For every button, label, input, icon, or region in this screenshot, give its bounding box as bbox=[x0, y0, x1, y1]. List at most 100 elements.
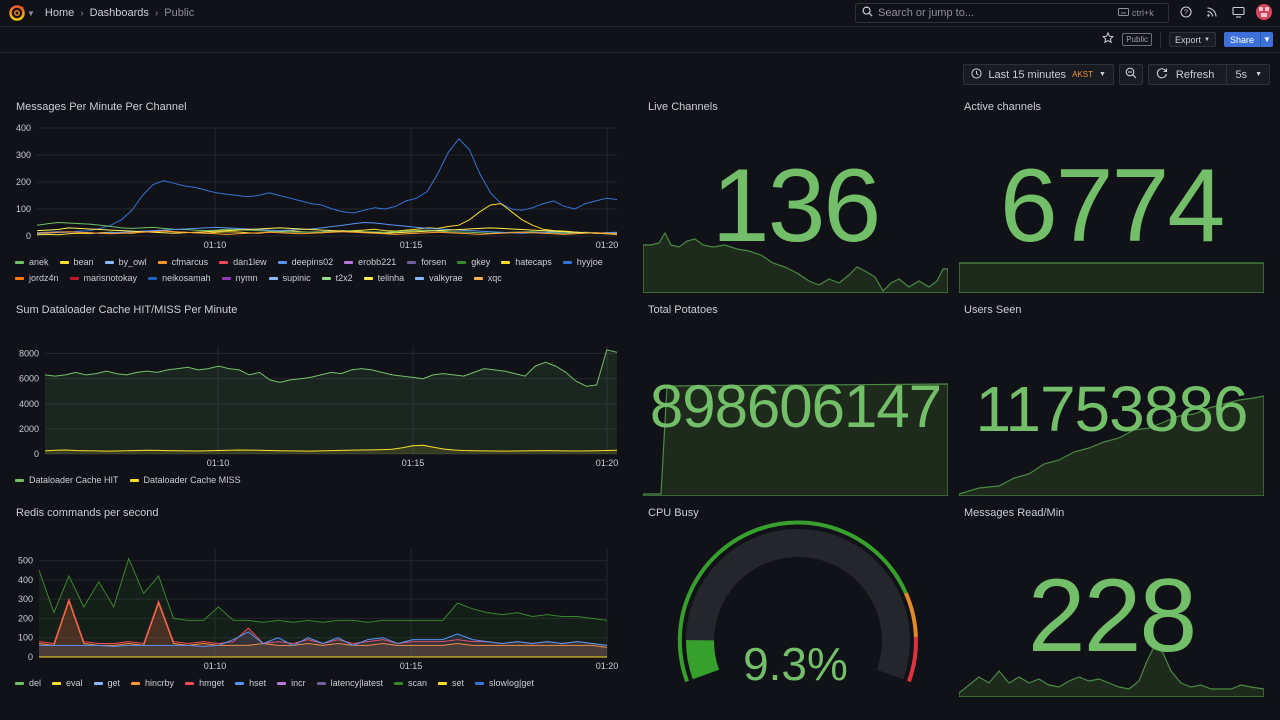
toolbar-divider bbox=[1160, 31, 1161, 48]
rss-news-icon[interactable] bbox=[1204, 4, 1220, 20]
gauge-value: 9.3% bbox=[743, 638, 848, 690]
refresh-divider bbox=[1226, 65, 1228, 84]
legend-item[interactable]: Dataloader Cache MISS bbox=[129, 472, 241, 488]
user-avatar[interactable] bbox=[1256, 4, 1272, 20]
legend-item[interactable]: jordz4n bbox=[15, 270, 59, 286]
panel-title: Live Channels bbox=[648, 101, 718, 113]
y-tick-label: 500 bbox=[18, 556, 33, 566]
legend-item[interactable]: forsen bbox=[407, 254, 446, 270]
legend-item[interactable]: hmget bbox=[185, 675, 224, 691]
legend-item[interactable]: marisnotokay bbox=[69, 270, 138, 286]
legend-item[interactable]: by_owl bbox=[104, 254, 147, 270]
legend-item[interactable]: hyyjoe bbox=[562, 254, 603, 270]
legend-label: by_owl bbox=[118, 257, 147, 267]
legend-item[interactable]: t2x2 bbox=[321, 270, 353, 286]
panel-messages-per-minute[interactable]: Messages Per Minute Per Channel 0 100 200 3… bbox=[11, 95, 632, 291]
legend-label: deepins02 bbox=[291, 257, 334, 267]
sparkline bbox=[959, 395, 1264, 496]
refresh-label: Refresh bbox=[1175, 68, 1215, 81]
legend-item[interactable]: Dataloader Cache HIT bbox=[15, 472, 119, 488]
legend-swatch bbox=[407, 260, 417, 264]
chevron-right-icon: › bbox=[154, 7, 159, 19]
legend-label: marisnotokay bbox=[83, 273, 138, 283]
legend-item[interactable]: scan bbox=[393, 675, 427, 691]
panel-total-potatoes[interactable]: Total Potatoes 898606147 bbox=[643, 298, 948, 496]
legend-item[interactable]: valkyrae bbox=[415, 270, 463, 286]
y-tick-label: 0 bbox=[26, 231, 31, 241]
panel-title: Redis commands per second bbox=[16, 507, 159, 519]
panel-active-channels[interactable]: Active channels 6774 bbox=[959, 95, 1264, 293]
chart-legend: anek bean by_owl cfmarcus dan1lew deepins02 er… bbox=[15, 254, 627, 286]
panel-redis-commands[interactable]: Redis commands per second 0 100 200 300 400 5… bbox=[11, 501, 632, 697]
legend-item[interactable]: neikosamah bbox=[148, 270, 211, 286]
chevron-down-icon: ▼ bbox=[1204, 36, 1210, 43]
legend-item[interactable]: eval bbox=[52, 675, 83, 691]
legend-label: telinha bbox=[377, 273, 405, 283]
panel-live-channels[interactable]: Live Channels 136 bbox=[643, 95, 948, 293]
panel-cache-hit-miss[interactable]: Sum Dataloader Cache HIT/MISS Per Minute… bbox=[11, 298, 632, 494]
legend-item[interactable]: erobb221 bbox=[344, 254, 396, 270]
legend-item[interactable]: latency|latest bbox=[316, 675, 383, 691]
svg-text:?: ? bbox=[1184, 10, 1188, 17]
legend-item[interactable]: hatecaps bbox=[501, 254, 552, 270]
chart-legend: del eval get hincrby hmget hset incr latency|la… bbox=[15, 675, 627, 691]
legend-item[interactable]: hincrby bbox=[131, 675, 174, 691]
legend-item[interactable]: deepins02 bbox=[277, 254, 334, 270]
legend-label: incr bbox=[291, 678, 306, 688]
panel-messages-read[interactable]: Messages Read/Min 228 bbox=[959, 501, 1264, 697]
legend-swatch bbox=[277, 681, 287, 685]
share-dropdown-chevron-icon[interactable]: ▼ bbox=[1260, 32, 1273, 47]
search-icon bbox=[862, 6, 873, 20]
legend-item[interactable]: get bbox=[93, 675, 120, 691]
legend-item[interactable]: bean bbox=[59, 254, 94, 270]
legend-item[interactable]: del bbox=[15, 675, 41, 691]
zoom-out-button[interactable] bbox=[1118, 64, 1143, 85]
y-tick-label: 0 bbox=[28, 652, 33, 662]
series-line-Dataloader-Cache-HIT bbox=[44, 349, 618, 387]
legend-swatch bbox=[219, 260, 229, 264]
search-input[interactable] bbox=[878, 7, 1118, 19]
legend-swatch bbox=[131, 681, 141, 685]
share-button[interactable]: Share bbox=[1223, 32, 1260, 47]
legend-swatch bbox=[321, 276, 331, 280]
top-navbar: ▼ Home › Dashboards › Public ctrl+k ? bbox=[0, 0, 1280, 27]
grafana-logo-icon[interactable] bbox=[8, 5, 25, 22]
gauge-threshold-orange bbox=[903, 592, 918, 637]
legend-item[interactable]: anek bbox=[15, 254, 49, 270]
chevron-down-icon: ▼ bbox=[1098, 71, 1106, 78]
help-icon[interactable]: ? bbox=[1178, 4, 1194, 20]
legend-label: hset bbox=[249, 678, 267, 688]
legend-item[interactable]: hset bbox=[235, 675, 266, 691]
export-label: Export bbox=[1175, 34, 1202, 45]
legend-item[interactable]: incr bbox=[277, 675, 306, 691]
legend-swatch bbox=[59, 260, 69, 264]
refresh-picker[interactable]: Refresh 5s ▼ bbox=[1147, 64, 1270, 85]
legend-item[interactable]: cfmarcus bbox=[157, 254, 208, 270]
star-icon[interactable] bbox=[1102, 31, 1115, 47]
legend-item[interactable]: dan1lew bbox=[219, 254, 267, 270]
y-tick-label: 6000 bbox=[19, 374, 39, 384]
legend-item[interactable]: xqc bbox=[473, 270, 502, 286]
time-range-picker[interactable]: Last 15 minutes AKST ▼ bbox=[963, 64, 1114, 85]
x-tick-label: 01:15 bbox=[400, 661, 423, 671]
series-area-Dataloader-Cache-HIT bbox=[45, 349, 617, 454]
search-box[interactable]: ctrl+k bbox=[855, 3, 1169, 23]
legend-item[interactable]: gkey bbox=[457, 254, 490, 270]
legend-item[interactable]: telinha bbox=[363, 270, 405, 286]
stat-value: 6774 bbox=[999, 148, 1225, 264]
export-button[interactable]: Export ▼ bbox=[1169, 32, 1216, 47]
panel-cpu-busy[interactable]: CPU Busy 9.3% bbox=[643, 501, 948, 697]
breadcrumb-home[interactable]: Home bbox=[44, 7, 75, 19]
kiosk-monitor-icon[interactable] bbox=[1230, 4, 1246, 20]
legend-item[interactable]: slowlog|get bbox=[475, 675, 534, 691]
legend-item[interactable]: set bbox=[438, 675, 464, 691]
panel-users-seen[interactable]: Users Seen 11753886 bbox=[959, 298, 1264, 496]
legend-item[interactable]: supinic bbox=[268, 270, 311, 286]
legend-item[interactable]: nymn bbox=[221, 270, 258, 286]
legend-swatch bbox=[457, 260, 467, 264]
chevron-down-icon[interactable]: ▼ bbox=[27, 8, 35, 18]
legend-swatch bbox=[15, 276, 24, 280]
breadcrumb-dashboards[interactable]: Dashboards bbox=[89, 7, 149, 19]
legend-swatch bbox=[475, 681, 485, 685]
legend-swatch bbox=[15, 681, 24, 685]
